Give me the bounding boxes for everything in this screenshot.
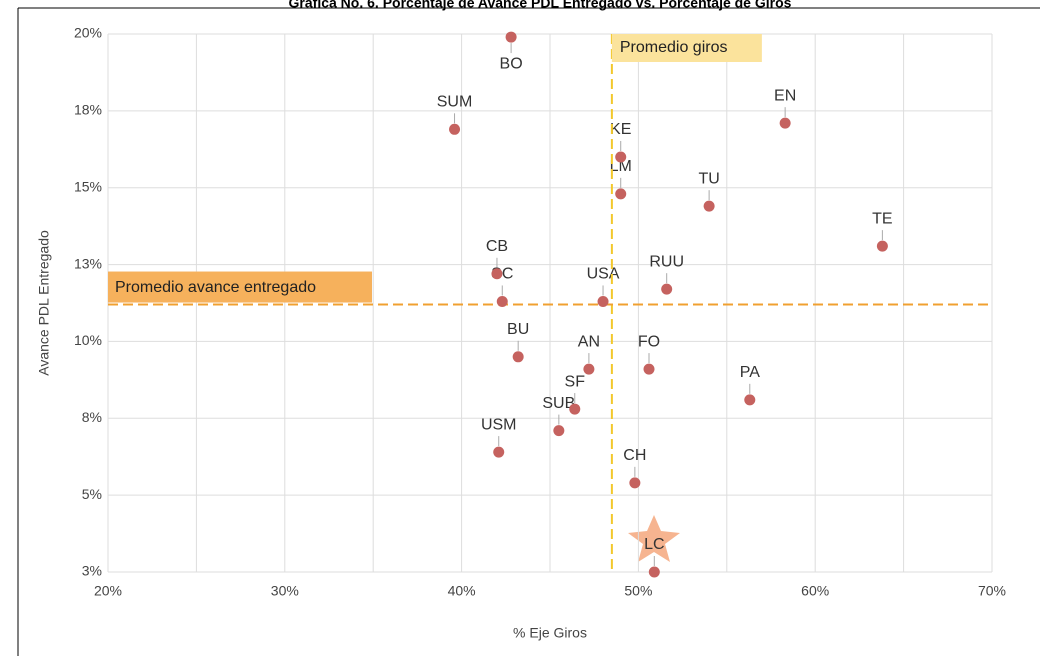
y-tick-label: 15% — [74, 178, 102, 194]
point — [496, 295, 508, 307]
point-label: KE — [610, 121, 631, 138]
point — [512, 351, 524, 363]
point-label: TE — [872, 210, 892, 227]
reference-label-bg — [611, 34, 762, 62]
point — [597, 295, 609, 307]
point — [553, 425, 565, 437]
point-label: SF — [565, 373, 586, 390]
x-tick-label: 20% — [94, 583, 122, 599]
point — [779, 117, 791, 129]
y-tick-label: 18% — [74, 102, 102, 118]
point-label: PA — [740, 364, 760, 381]
y-tick-label: 8% — [82, 409, 102, 425]
point-label: USA — [587, 266, 620, 283]
point-label: CB — [486, 238, 508, 255]
reference-label-bg — [108, 271, 372, 303]
point — [661, 283, 673, 295]
point-label: CH — [623, 447, 646, 464]
point-label: AN — [578, 333, 600, 350]
point-label: EN — [774, 87, 796, 104]
y-tick-label: 5% — [82, 486, 102, 502]
y-tick-label: 10% — [74, 332, 102, 348]
point — [629, 477, 641, 489]
point — [744, 394, 756, 406]
point-label: LC — [644, 536, 664, 553]
highlight-star — [628, 515, 680, 562]
x-tick-label: 40% — [448, 583, 476, 599]
y-tick-label: 3% — [82, 563, 102, 579]
point — [493, 446, 505, 458]
x-tick-label: 30% — [271, 583, 299, 599]
point-label: TU — [698, 170, 719, 187]
point — [703, 200, 715, 212]
point — [876, 240, 888, 252]
x-tick-label: 70% — [978, 583, 1006, 599]
point — [643, 363, 655, 375]
y-tick-label: 20% — [74, 25, 102, 41]
y-axis-title: Avance PDL Entregado — [36, 230, 52, 376]
point — [491, 268, 503, 280]
point — [583, 363, 595, 375]
point — [648, 566, 660, 578]
point — [615, 188, 627, 200]
reference-label: Promedio avance entregado — [115, 279, 316, 296]
point-label: BO — [500, 55, 523, 72]
x-axis-title: % Eje Giros — [513, 625, 587, 641]
point — [615, 151, 627, 163]
chart-title: Gráfica No. 6. Porcentaje de Avance PDL … — [289, 0, 792, 11]
point — [569, 403, 581, 415]
x-tick-label: 60% — [801, 583, 829, 599]
reference-label: Promedio giros — [620, 39, 728, 56]
point — [505, 31, 517, 43]
y-tick-label: 13% — [74, 255, 102, 271]
point-label: USM — [481, 416, 517, 433]
point-label: RUU — [649, 253, 684, 270]
point-label: LM — [610, 158, 632, 175]
point-label: BU — [507, 321, 529, 338]
x-tick-label: 50% — [624, 583, 652, 599]
point-label: FO — [638, 333, 660, 350]
point-label: SUM — [437, 94, 473, 111]
point-label: SUB — [542, 395, 575, 412]
point — [449, 123, 461, 135]
